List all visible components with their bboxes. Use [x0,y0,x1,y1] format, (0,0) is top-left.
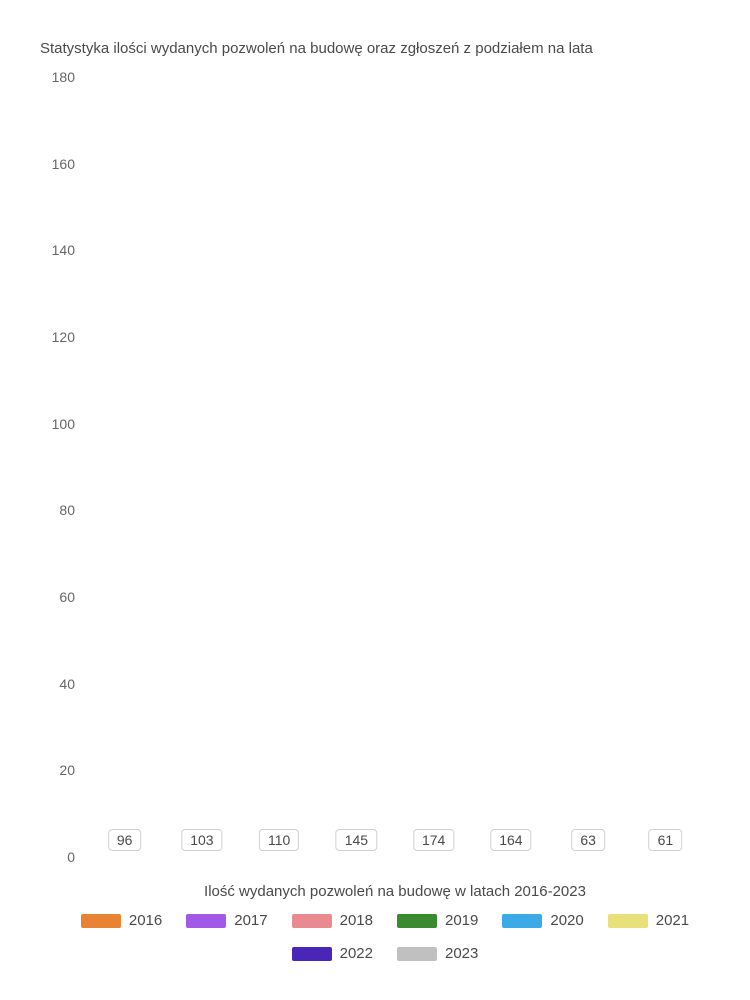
legend-item-2023: 2023 [397,945,478,962]
legend-label: 2017 [234,912,267,929]
bar-value-label: 145 [336,829,377,851]
legend-item-2021: 2021 [608,912,689,929]
bar-value-label: 63 [571,829,605,851]
chart-container: Statystyka ilości wydanych pozwoleń na b… [20,40,730,980]
bar-value-label: 164 [490,829,531,851]
legend-swatch [397,947,437,961]
y-tick: 80 [35,502,75,518]
legend-item-2019: 2019 [397,912,478,929]
legend-label: 2016 [129,912,162,929]
legend-item-2022: 2022 [292,945,373,962]
legend-swatch [292,914,332,928]
y-tick: 20 [35,762,75,778]
y-tick: 0 [35,849,75,865]
legend: 2016 2017 2018 2019 2020 2021 2022 2023 [60,912,710,962]
legend-swatch [186,914,226,928]
y-tick: 140 [35,242,75,258]
legend-item-2016: 2016 [81,912,162,929]
legend-item-2018: 2018 [292,912,373,929]
legend-label: 2020 [550,912,583,929]
y-tick: 180 [35,69,75,85]
legend-swatch [292,947,332,961]
x-axis-label: Ilość wydanych pozwoleń na budowę w lata… [80,883,710,900]
bars-area: 96 103 110 145 174 164 63 61 [80,77,710,857]
legend-item-2017: 2017 [186,912,267,929]
bar-value-label: 103 [181,829,222,851]
y-tick: 100 [35,416,75,432]
legend-label: 2023 [445,945,478,962]
legend-swatch [397,914,437,928]
legend-label: 2019 [445,912,478,929]
y-tick: 40 [35,676,75,692]
legend-item-2020: 2020 [502,912,583,929]
legend-label: 2022 [340,945,373,962]
y-tick: 60 [35,589,75,605]
bar-value-label: 174 [413,829,454,851]
bar-value-label: 110 [259,829,299,851]
y-axis: 020406080100120140160180 [35,77,75,857]
y-tick: 120 [35,329,75,345]
chart-title: Statystyka ilości wydanych pozwoleń na b… [20,40,730,57]
bar-value-label: 61 [649,829,683,851]
legend-swatch [81,914,121,928]
legend-label: 2021 [656,912,689,929]
legend-label: 2018 [340,912,373,929]
legend-swatch [502,914,542,928]
y-tick: 160 [35,156,75,172]
legend-swatch [608,914,648,928]
plot-area: 020406080100120140160180 961031101451741… [80,77,710,877]
bar-value-label: 96 [108,829,142,851]
